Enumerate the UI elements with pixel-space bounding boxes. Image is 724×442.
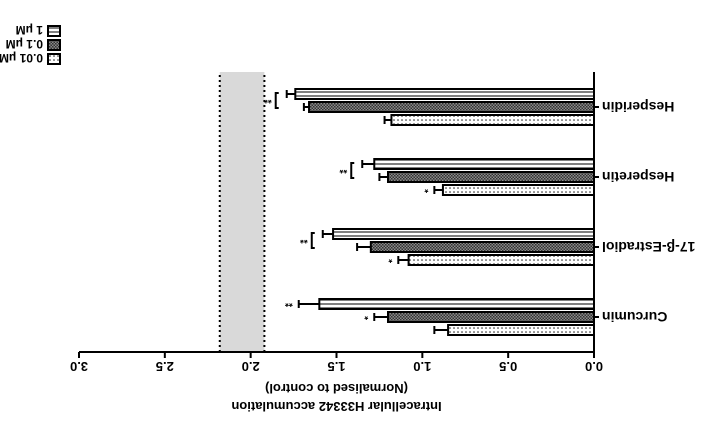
significance-double-star-3: ** <box>339 164 347 175</box>
significance-bracket-2 <box>350 162 355 179</box>
x-tick-label-6: 2.5 <box>156 359 174 374</box>
x-axis-title: Intracellular H33342 accumulation <box>231 399 441 414</box>
bar-2-2 <box>369 241 595 253</box>
bar-3-2 <box>332 228 595 240</box>
reference-band <box>219 72 265 351</box>
category-label-4: Hesperidin <box>602 99 674 115</box>
significance-double-star-2: ** <box>300 234 308 245</box>
x-tick-label-1: 0.0 <box>585 359 603 374</box>
bar-1-4 <box>390 114 595 126</box>
significance-star-1: * <box>364 310 368 321</box>
bar-1-1 <box>447 324 595 336</box>
bar-3-3 <box>373 158 595 170</box>
bar-2-1 <box>387 311 595 323</box>
category-label-1: Curcumin <box>602 309 667 325</box>
legend-swatch-2 <box>47 39 61 51</box>
legend-label-3: 1 μM <box>16 23 43 37</box>
significance-double-star-4: ** <box>264 94 272 105</box>
legend-swatch-1 <box>47 53 61 65</box>
bar-1-2 <box>407 254 595 266</box>
significance-bracket-1 <box>310 232 315 249</box>
x-tick-label-4: 1.5 <box>327 359 345 374</box>
bar-2-3 <box>387 171 595 183</box>
x-tick-label-7: 3.0 <box>70 359 88 374</box>
significance-star-3: * <box>424 183 428 194</box>
bar-2-4 <box>308 101 595 113</box>
x-tick-label-5: 2.0 <box>242 359 260 374</box>
legend-label-1: 0.01 μM <box>0 51 43 65</box>
significance-star-2: * <box>388 253 392 264</box>
bar-3-1 <box>318 298 595 310</box>
x-tick-label-2: 0.5 <box>499 359 517 374</box>
legend-swatch-3 <box>47 25 61 37</box>
legend-label-2: 0.1 μM <box>6 37 43 51</box>
x-axis-subtitle: (Normalised to control) <box>265 381 408 396</box>
x-tick-label-3: 1.0 <box>413 359 431 374</box>
significance-double-star-1: ** <box>285 297 293 308</box>
bar-1-3 <box>441 184 595 196</box>
bar-3-4 <box>294 88 595 100</box>
category-label-3: Hesperetin <box>602 169 674 185</box>
significance-bracket-3 <box>274 92 279 109</box>
category-label-2: 17-β-Estradiol <box>602 239 695 255</box>
